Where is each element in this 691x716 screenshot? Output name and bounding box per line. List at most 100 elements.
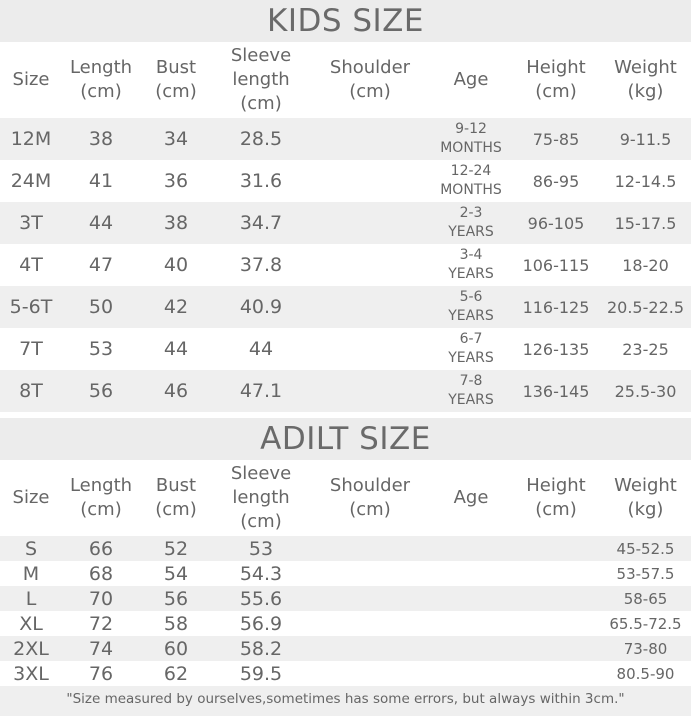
- table-row: 8T 56 46 47.1 7-8 YEARS 136-145 25.5-30: [0, 370, 691, 412]
- table-cell: 18-20: [622, 255, 669, 275]
- table-cell: 59.5: [239, 662, 283, 685]
- table-cell: 56: [88, 380, 114, 402]
- table-cell: 56.9: [239, 612, 283, 635]
- table-cell: 5-6 YEARS: [448, 289, 494, 324]
- table-cell: 9-12 MONTHS: [440, 121, 502, 156]
- table-cell: 76: [88, 662, 114, 685]
- kids-table: Size Length (cm) Bust (cm) Sleeve length (c…: [0, 42, 691, 412]
- table-cell: M: [22, 562, 40, 585]
- table-cell: 25.5-30: [614, 381, 677, 401]
- table-cell: S: [24, 537, 38, 560]
- table-cell: 45-52.5: [616, 539, 675, 558]
- table-cell: 54.3: [239, 562, 283, 585]
- table-cell: 53: [88, 338, 114, 360]
- table-cell: 52: [163, 537, 189, 560]
- header-row: Size Length (cm) Bust (cm) Sleeve length (c…: [0, 460, 691, 536]
- table-cell: 58: [163, 612, 189, 635]
- table-cell: 65.5-72.5: [609, 614, 682, 633]
- table-cell: 41: [88, 170, 114, 192]
- table-cell: 34.7: [239, 212, 283, 234]
- column-header: Length (cm): [69, 57, 133, 102]
- table-cell: 8T: [19, 380, 43, 402]
- column-header: Age: [453, 487, 489, 508]
- table-cell: 3T: [19, 212, 43, 234]
- column-header: Sleeve length (cm): [230, 45, 292, 114]
- column-header: Height (cm): [526, 475, 586, 520]
- table-cell: 38: [163, 212, 189, 234]
- table-cell: 44: [163, 338, 189, 360]
- table-cell: 38: [88, 128, 114, 150]
- table-cell: 2XL: [13, 637, 49, 660]
- table-cell: 53-57.5: [616, 564, 675, 583]
- table-cell: 58-65: [623, 589, 668, 608]
- table-cell: 106-115: [522, 255, 590, 275]
- table-cell: 68: [88, 562, 114, 585]
- column-header: Weight (kg): [614, 475, 677, 520]
- kids-size-title: KIDS SIZE: [0, 0, 691, 42]
- table-cell: 7-8 YEARS: [448, 373, 494, 408]
- table-row: 24M 41 36 31.6 12-24 MONTHS 86-95 12-14.5: [0, 160, 691, 202]
- table-cell: 54: [163, 562, 189, 585]
- table-cell: 55.6: [239, 587, 283, 610]
- column-header: Shoulder (cm): [329, 475, 411, 520]
- table-cell: 9-11.5: [619, 129, 672, 149]
- table-cell: 24M: [10, 170, 52, 192]
- table-cell: 86-95: [532, 171, 580, 191]
- table-cell: 116-125: [522, 297, 590, 317]
- table-cell: 37.8: [239, 254, 283, 276]
- table-cell: 40.9: [239, 296, 283, 318]
- column-header: Bust (cm): [155, 57, 197, 102]
- table-cell: 66: [88, 537, 114, 560]
- table-row: 7T 53 44 44 6-7 YEARS 126-135 23-25: [0, 328, 691, 370]
- column-header: Shoulder (cm): [329, 57, 411, 102]
- table-cell: 58.2: [239, 637, 283, 660]
- table-row: 5-6T 50 42 40.9 5-6 YEARS 116-125 20.5-22.5: [0, 286, 691, 328]
- table-cell: 36: [163, 170, 189, 192]
- column-header: Weight (kg): [614, 57, 677, 102]
- table-row: S 66 52 53 45-52.5: [0, 536, 691, 561]
- table-cell: 28.5: [239, 128, 283, 150]
- table-cell: 31.6: [239, 170, 283, 192]
- table-cell: 136-145: [522, 381, 590, 401]
- table-cell: 50: [88, 296, 114, 318]
- column-header: Height (cm): [526, 57, 586, 102]
- table-cell: 44: [248, 338, 274, 360]
- table-row: L 70 56 55.6 58-65: [0, 586, 691, 611]
- table-row: 3T 44 38 34.7 2-3 YEARS 96-105 15-17.5: [0, 202, 691, 244]
- table-cell: 46: [163, 380, 189, 402]
- table-cell: 3XL: [13, 662, 49, 685]
- table-row: 2XL 74 60 58.2 73-80: [0, 636, 691, 661]
- table-cell: 5-6T: [9, 296, 53, 318]
- table-cell: XL: [19, 612, 43, 635]
- column-header: Sleeve length (cm): [230, 463, 292, 532]
- column-header: Age: [453, 69, 489, 90]
- table-cell: 126-135: [522, 339, 590, 359]
- table-cell: 60: [163, 637, 189, 660]
- table-row: 4T 47 40 37.8 3-4 YEARS 106-115 18-20: [0, 244, 691, 286]
- table-cell: 20.5-22.5: [606, 297, 685, 317]
- table-cell: 44: [88, 212, 114, 234]
- table-cell: 70: [88, 587, 114, 610]
- table-row: 3XL 76 62 59.5 80.5-90: [0, 661, 691, 686]
- table-cell: 6-7 YEARS: [448, 331, 494, 366]
- column-header: Length (cm): [69, 475, 133, 520]
- table-cell: 62: [163, 662, 189, 685]
- table-cell: 56: [163, 587, 189, 610]
- table-cell: 34: [163, 128, 189, 150]
- table-cell: 72: [88, 612, 114, 635]
- column-header: Size: [12, 487, 50, 508]
- table-cell: 23-25: [622, 339, 669, 359]
- table-cell: 42: [163, 296, 189, 318]
- table-cell: 7T: [19, 338, 43, 360]
- table-cell: 53: [248, 537, 274, 560]
- table-cell: 40: [163, 254, 189, 276]
- table-cell: 80.5-90: [616, 664, 675, 683]
- table-cell: 12M: [10, 128, 52, 150]
- header-row: Size Length (cm) Bust (cm) Sleeve length (c…: [0, 42, 691, 118]
- table-cell: 3-4 YEARS: [448, 247, 494, 282]
- table-cell: L: [25, 587, 37, 610]
- table-cell: 2-3 YEARS: [448, 205, 494, 240]
- table-cell: 15-17.5: [614, 213, 677, 233]
- table-row: XL 72 58 56.9 65.5-72.5: [0, 611, 691, 636]
- table-row: 12M 38 34 28.5 9-12 MONTHS 75-85 9-11.5: [0, 118, 691, 160]
